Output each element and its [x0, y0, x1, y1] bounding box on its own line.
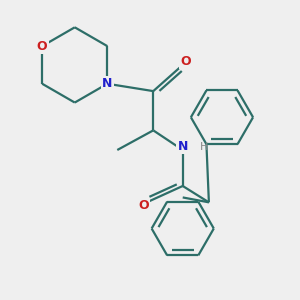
Text: O: O — [37, 40, 47, 52]
Text: O: O — [138, 199, 149, 212]
Text: N: N — [178, 140, 188, 153]
Text: N: N — [102, 77, 112, 90]
Text: H: H — [200, 142, 208, 152]
Text: O: O — [181, 55, 191, 68]
